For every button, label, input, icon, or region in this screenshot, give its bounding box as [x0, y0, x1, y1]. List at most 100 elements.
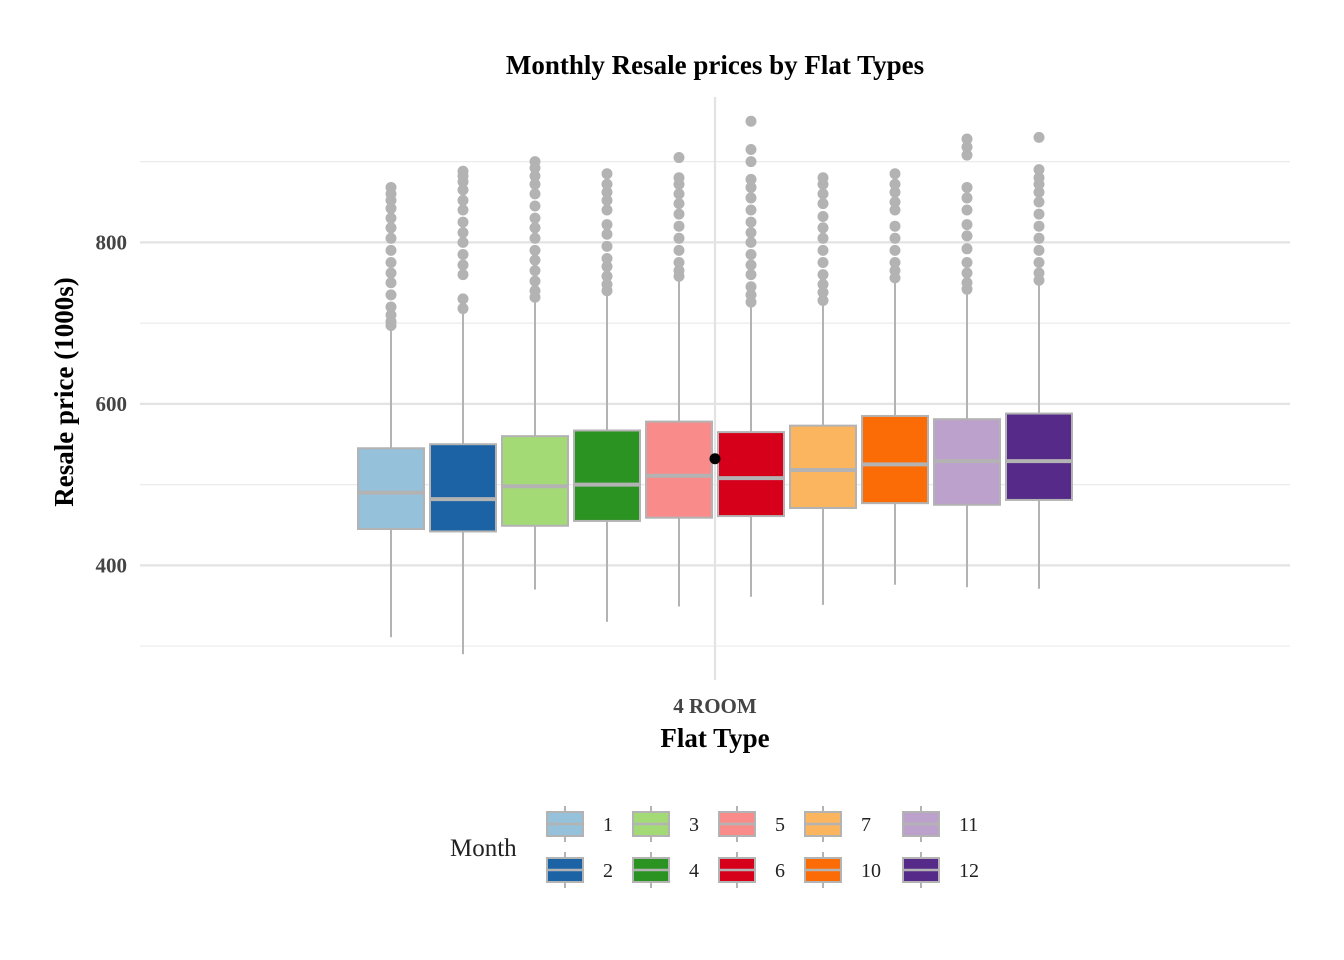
outlier-point [601, 168, 613, 180]
outlier-point [601, 178, 613, 190]
chart-title: Monthly Resale prices by Flat Types [506, 50, 924, 80]
legend-label: 12 [959, 860, 979, 882]
box-month-1 [357, 181, 425, 638]
legend-label: 2 [603, 860, 613, 882]
outlier-point [529, 200, 541, 212]
legend-label: 11 [959, 814, 978, 836]
outlier-point [745, 236, 757, 248]
box-month-7 [789, 172, 857, 605]
outlier-point [817, 257, 829, 269]
outlier-point [889, 204, 901, 216]
outlier-point [457, 204, 469, 216]
outlier-point [745, 259, 757, 271]
outlier-point [817, 198, 829, 210]
outlier-point [745, 281, 757, 293]
outlier-point [961, 277, 973, 289]
outlier-point [817, 188, 829, 200]
outlier-point [889, 244, 901, 256]
legend-item-1: 1 [546, 806, 613, 842]
box-iqr [645, 420, 713, 519]
outlier-point [889, 232, 901, 244]
legend-label: 10 [861, 860, 881, 882]
outlier-point [817, 172, 829, 184]
outlier-point [889, 178, 901, 190]
outlier-point [961, 243, 973, 255]
box-month-10 [861, 168, 929, 585]
outlier-point [457, 269, 469, 281]
box-month-3 [501, 156, 569, 590]
outlier-point [745, 227, 757, 239]
outlier-point [745, 269, 757, 281]
legend-item-12: 12 [902, 852, 979, 888]
gridlines [140, 97, 1290, 680]
outlier-point [1033, 172, 1045, 184]
outlier-point [745, 192, 757, 204]
outlier-point [601, 194, 613, 206]
outlier-point [673, 220, 685, 232]
legend-item-5: 5 [718, 806, 785, 842]
outlier-point [673, 244, 685, 256]
outlier-point [457, 236, 469, 248]
outlier-point [457, 227, 469, 239]
box-iqr [861, 414, 929, 505]
legend-item-4: 4 [632, 852, 699, 888]
y-axis-title: Resale price (1000s) [49, 277, 79, 506]
x-axis-title: Flat Type [660, 723, 769, 753]
outlier-point [961, 219, 973, 231]
outlier-point [817, 269, 829, 281]
outlier-point [817, 294, 829, 306]
outlier-point [961, 267, 973, 279]
outlier-point [601, 252, 613, 264]
outlier-point [889, 220, 901, 232]
outlier-point [817, 232, 829, 244]
outlier-point [529, 178, 541, 190]
outlier-point [1033, 208, 1045, 220]
outlier-point [745, 115, 757, 127]
outlier-point [457, 194, 469, 206]
outlier-point [529, 232, 541, 244]
legend-label: 7 [861, 814, 871, 836]
box-iqr [573, 429, 641, 522]
boxes [357, 115, 1073, 655]
legend-label: 6 [775, 860, 785, 882]
outlier-point [889, 168, 901, 180]
outlier-point [385, 309, 397, 321]
legend-item-10: 10 [804, 852, 881, 888]
legend-label: 1 [603, 814, 613, 836]
box-iqr [717, 431, 785, 518]
outlier-point [745, 216, 757, 228]
outlier-point [385, 301, 397, 313]
outlier-point [673, 152, 685, 164]
legend-label: 3 [689, 814, 699, 836]
box-month-5 [645, 152, 713, 607]
outlier-point [745, 181, 757, 193]
outlier-point [601, 278, 613, 290]
outlier-point [385, 244, 397, 256]
outlier-point [745, 204, 757, 216]
outlier-point [961, 204, 973, 216]
outlier-point [745, 143, 757, 155]
outlier-point [529, 275, 541, 287]
box-iqr [357, 447, 425, 531]
outlier-point [601, 270, 613, 282]
outlier-point [889, 265, 901, 277]
outlier-point [529, 222, 541, 234]
outlier-point [889, 257, 901, 269]
legend-item-11: 11 [902, 806, 978, 842]
outlier-point [961, 141, 973, 153]
outlier-point [529, 244, 541, 256]
outlier-point [385, 277, 397, 289]
outlier-point [601, 204, 613, 216]
legend-title: Month [450, 835, 517, 862]
outlier-point [961, 230, 973, 242]
outlier-point [817, 244, 829, 256]
outlier-point [601, 186, 613, 198]
outlier-point [1033, 244, 1045, 256]
legend-item-3: 3 [632, 806, 699, 842]
outlier-point [457, 165, 469, 177]
outlier-point [1033, 257, 1045, 269]
x-tick-label: 4 ROOM [673, 694, 757, 718]
outlier-point [529, 188, 541, 200]
outlier-point [457, 184, 469, 196]
